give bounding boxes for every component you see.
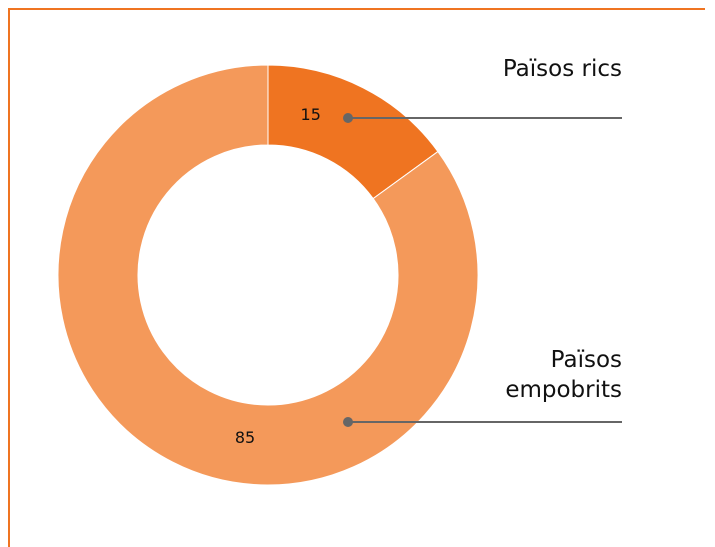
category-label: Països empobrits xyxy=(505,347,622,403)
value-label: 85 xyxy=(235,428,255,447)
leader-dot xyxy=(343,113,353,123)
category-label: Països rics xyxy=(502,56,622,82)
value-label: 15 xyxy=(301,105,321,124)
donut-slice xyxy=(57,64,479,486)
leader-dot xyxy=(343,417,353,427)
frame xyxy=(8,8,705,547)
